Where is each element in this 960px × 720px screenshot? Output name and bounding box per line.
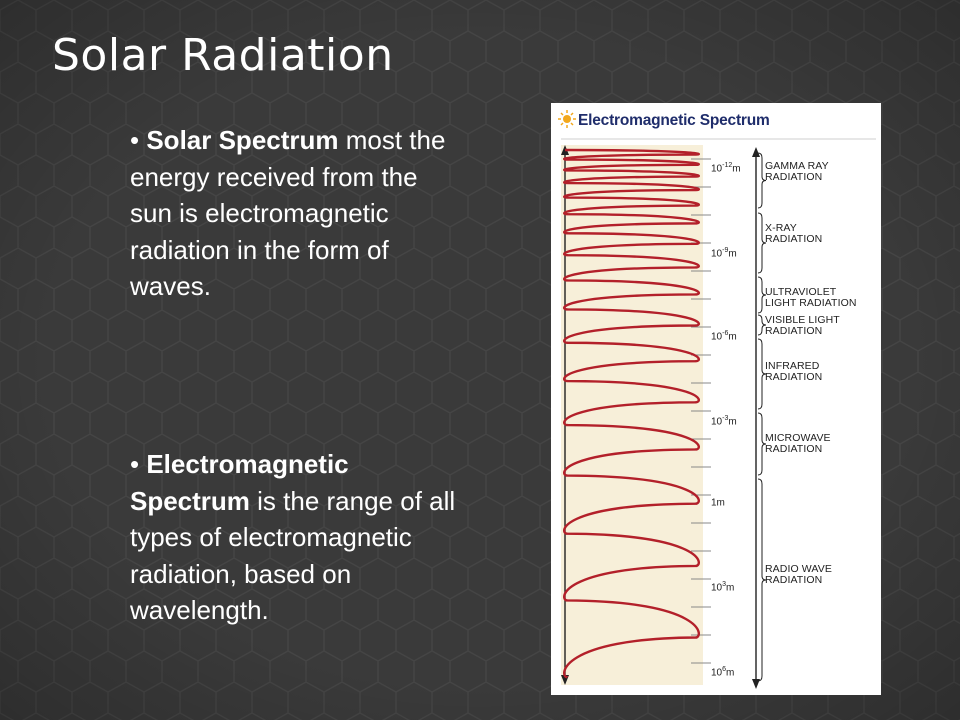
slide-title: Solar Radiation [52,30,394,81]
wavelength-base: 10 [711,667,723,679]
wavelength-base: 10 [711,582,723,594]
band-microwave: MICROWAVE RADIATION [765,432,831,455]
band-brace [757,412,767,476]
sun-icon [558,110,576,128]
spectrum-diagram [558,110,876,689]
wavelength-label: 10-12m [711,161,741,174]
wavelength-unit: m [732,163,741,175]
wavelength-label: 103m [711,580,734,593]
wavelength-label: 10-9m [711,246,737,259]
wavelength-unit: m [726,667,735,679]
band-x-ray: X-RAY RADIATION [765,222,823,245]
wavelength-unit: m [728,331,737,343]
band-brace [757,152,767,209]
wavelength-label: 10-6m [711,329,737,342]
wavelength-exponent: -3 [722,415,729,422]
band-infrared: INFRARED RADIATION [765,360,823,383]
wavelength-base: 10 [711,248,723,260]
wave-curve [563,148,700,679]
wavelength-unit: m [728,248,737,260]
bullet-text: most the energy received from the sun is… [130,125,446,301]
bullet-term: Solar Spectrum [146,125,339,155]
band-radio-wave: RADIO WAVE RADIATION [765,563,832,586]
bullet-solar-spectrum: • Solar Spectrum most the energy receive… [130,122,460,305]
bullet-text: is the range of all types of electromagn… [130,485,456,626]
wavelength-unit: m [728,416,737,428]
band-visible-light: VISIBLE LIGHT RADIATION [765,314,840,337]
wavelength-exponent: 3 [722,581,727,588]
bullet-marker: • [130,449,140,479]
wavelength-base: 1m [711,497,725,509]
band-ultraviolet: ULTRAVIOLET LIGHT RADIATION [765,286,857,309]
wavelength-base: 10 [711,416,723,428]
band-brace [757,212,767,274]
bullet-marker: • [130,125,140,155]
band-gamma-ray: GAMMA RAY RADIATION [765,160,829,183]
wavelength-exponent: -9 [722,247,729,254]
wavelength-exponent: 6 [722,666,727,673]
band-brace [757,314,767,336]
band-brace [757,478,767,682]
figure-title: Electromagnetic Spectrum [578,112,770,129]
band-brace [757,338,767,410]
right-axis-arrow [752,147,760,689]
wavelength-ticks [691,158,711,664]
wavelength-label: 10-3m [711,414,737,427]
band-braces [757,152,767,682]
wavelength-label: 106m [711,665,734,678]
electromagnetic-spectrum-figure: Electromagnetic Spectrum 10-12m 10-9m 10… [551,103,881,695]
wavelength-unit: m [726,582,735,594]
wavelength-base: 10 [711,163,723,175]
wavelength-exponent: -6 [722,330,729,337]
band-brace [757,276,767,314]
wavelength-base: 10 [711,331,723,343]
bullet-electromagnetic-spectrum: • Electromagnetic Spectrum is the range … [130,446,460,629]
bullet-term: Electromagnetic Spectrum [130,449,349,516]
wavelength-exponent: -12 [722,162,733,169]
wavelength-label: 1m [711,495,725,508]
